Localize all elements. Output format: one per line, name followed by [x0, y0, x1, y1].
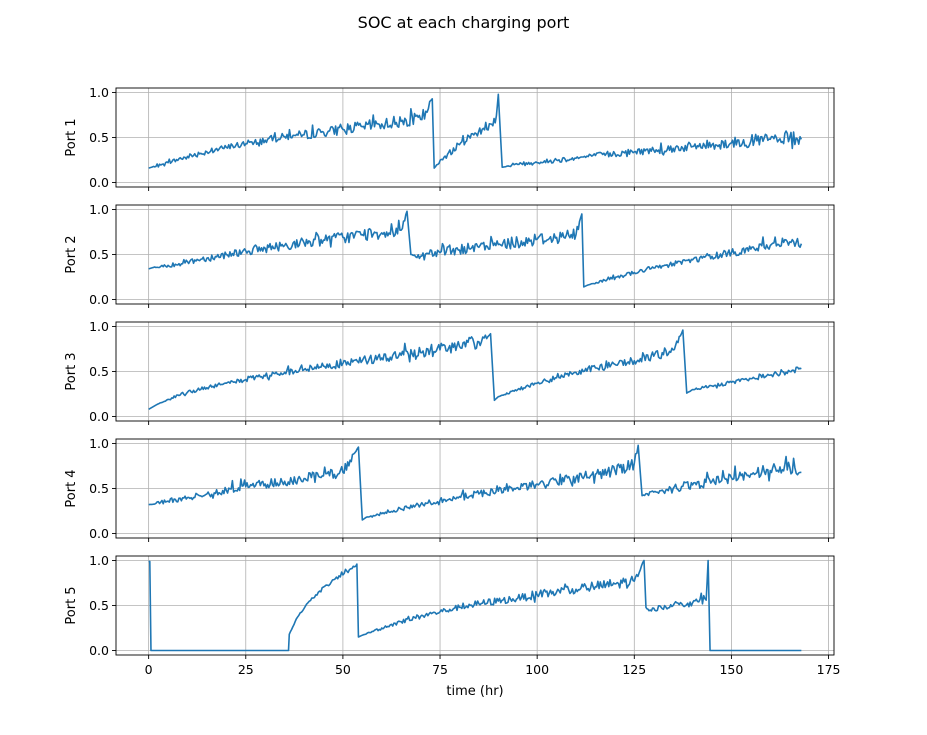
- y-axis-label-port-1: Port 1: [64, 118, 79, 156]
- x-tick-label: 100: [525, 662, 549, 677]
- y-tick-label: 0.5: [89, 481, 109, 496]
- soc-series-line: [148, 329, 802, 410]
- y-tick-label: 0.5: [89, 247, 109, 262]
- x-tick-label: 125: [622, 662, 646, 677]
- x-tick-label: 150: [719, 662, 743, 677]
- subplot-stack: 0.0 0.5 1.0 Port 1 0.0 0.5 1.0 Port 2 0.0 0.5 1.0 P…: [64, 85, 840, 677]
- y-tick-label: 0.0: [89, 526, 109, 541]
- chart-title: SOC at each charging port: [358, 13, 570, 32]
- y-tick-label: 1.0: [89, 85, 109, 100]
- x-tick-label: 50: [335, 662, 351, 677]
- y-tick-label: 0.0: [89, 409, 109, 424]
- soc-series-line: [148, 444, 802, 521]
- y-tick-label: 0.0: [89, 292, 109, 307]
- soc-series-line: [148, 210, 803, 288]
- y-tick-label: 1.0: [89, 319, 109, 334]
- y-tick-label: 0.5: [89, 130, 109, 145]
- x-tick-label: 175: [817, 662, 841, 677]
- y-tick-label: 1.0: [89, 553, 109, 568]
- x-tick-label: 25: [238, 662, 254, 677]
- subplot-port-4: 0.0 0.5 1.0 Port 4: [64, 436, 835, 542]
- y-axis-label-port-5: Port 5: [64, 586, 79, 624]
- soc-series-line: [148, 93, 803, 169]
- y-tick-label: 1.0: [89, 436, 109, 451]
- y-tick-label: 0.0: [89, 643, 109, 658]
- y-axis-label-port-2: Port 2: [64, 235, 79, 273]
- x-tick-label: 0: [145, 662, 153, 677]
- y-axis-label-port-4: Port 4: [64, 469, 79, 507]
- soc-series-line: [148, 559, 802, 652]
- y-tick-label: 0.0: [89, 175, 109, 190]
- subplot-port-1: 0.0 0.5 1.0 Port 1: [64, 85, 835, 191]
- y-tick-label: 1.0: [89, 202, 109, 217]
- x-axis-label: time (hr): [446, 684, 503, 699]
- subplot-port-2: 0.0 0.5 1.0 Port 2: [64, 202, 835, 308]
- y-axis-label-port-3: Port 3: [64, 352, 79, 390]
- y-tick-label: 0.5: [89, 364, 109, 379]
- x-tick-label: 75: [432, 662, 448, 677]
- subplot-port-3: 0.0 0.5 1.0 Port 3: [64, 319, 835, 425]
- y-tick-label: 0.5: [89, 598, 109, 613]
- subplot-port-5: 0 25 50 75 100 125 150 175 0.0 0.5 1.0 Port 5: [64, 553, 840, 677]
